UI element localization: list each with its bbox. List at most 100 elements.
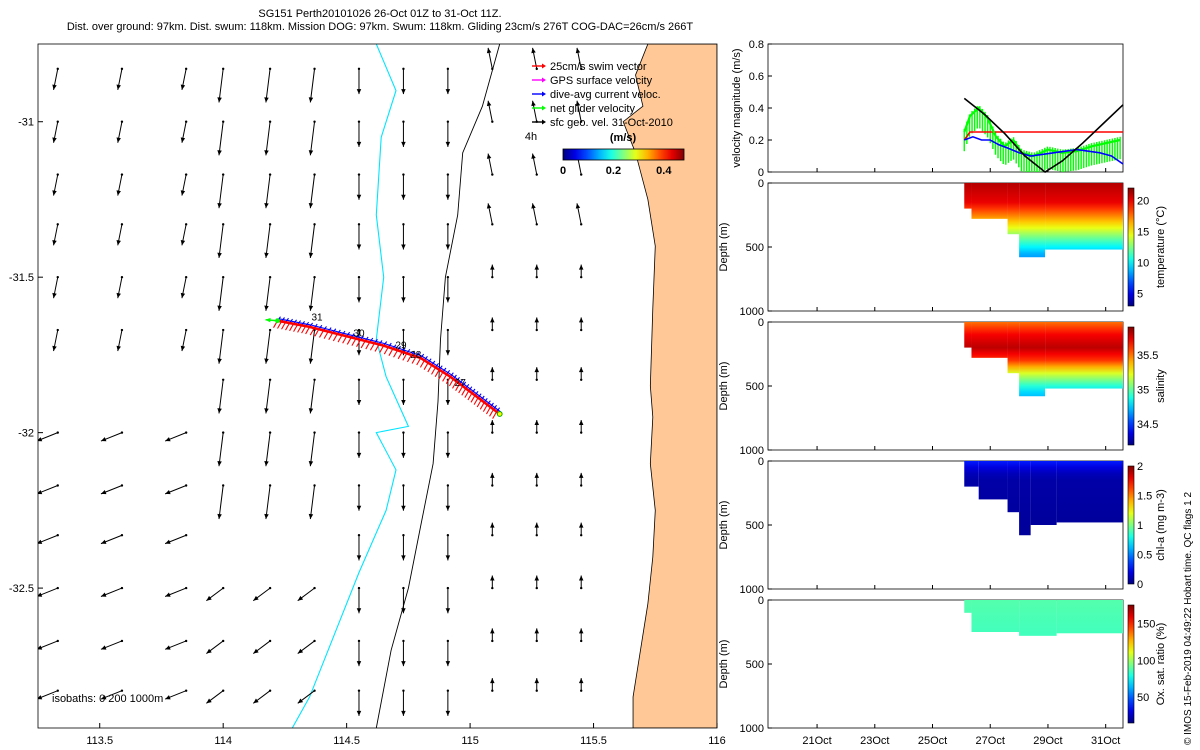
current-arrow-head <box>217 97 222 103</box>
current-arrow-origin <box>313 378 316 381</box>
current-arrow-head <box>445 661 451 667</box>
colorbar-title: (m/s) <box>610 132 637 144</box>
swim-vector <box>464 390 470 398</box>
current-arrow-head <box>401 244 406 250</box>
current-arrow-head <box>356 452 362 458</box>
map-frame <box>37 43 718 729</box>
current-arrow-head <box>445 608 451 614</box>
isobath-200m <box>375 44 501 728</box>
current-arrow-head <box>356 350 362 356</box>
current-arrow-head <box>356 661 362 667</box>
current-arrow-head <box>578 264 584 270</box>
current-arrow <box>218 379 224 414</box>
swim-vector <box>458 385 464 394</box>
swim-vector <box>479 402 485 410</box>
current-arrow-head <box>180 190 186 196</box>
swim-vector <box>419 360 425 368</box>
current-arrow-head <box>180 345 186 352</box>
current-arrow-head <box>52 190 57 196</box>
current-arrow <box>218 224 224 258</box>
current-arrow-head <box>217 305 222 311</box>
current-arrow <box>265 121 271 156</box>
current-arrow <box>265 379 271 414</box>
current-arrow-head <box>165 489 171 495</box>
map-x-tick-label: 113.5 <box>86 735 113 747</box>
current-arrow-head <box>308 150 314 156</box>
current-arrow-origin <box>221 378 225 381</box>
legend-label: 25cm/s swim vector <box>550 61 647 73</box>
current-arrow-head <box>445 710 451 716</box>
current-arrow-head <box>264 460 269 467</box>
current-arrow-head <box>116 137 121 143</box>
current-arrow-head <box>38 539 43 544</box>
current-arrow-head <box>445 89 451 95</box>
current-arrow-head <box>356 194 362 200</box>
current-arrow <box>309 379 316 414</box>
current-arrow-head <box>165 539 171 544</box>
current-arrow <box>218 68 224 103</box>
current-arrow-head <box>534 522 540 528</box>
current-arrow <box>265 68 271 103</box>
current-arrow-head <box>308 97 314 103</box>
current-arrow-head <box>575 203 581 209</box>
current-arrow-head <box>100 695 107 700</box>
current-arrow-head <box>578 678 584 684</box>
current-arrow-head <box>116 292 121 299</box>
current-arrow-head <box>575 100 581 107</box>
current-arrow-head <box>264 97 269 103</box>
current-arrow-head <box>356 89 362 95</box>
velocity-colorbar <box>562 148 685 161</box>
current-arrow <box>309 121 316 156</box>
current-arrow-head <box>100 592 107 597</box>
current-arrow-head <box>486 203 492 209</box>
glider-track-swim <box>277 319 501 416</box>
current-arrow-head <box>490 678 495 684</box>
map-y-tick-label: -31.5 <box>9 272 34 284</box>
current-arrow-head <box>38 489 43 495</box>
current-arrow-head <box>217 358 222 364</box>
swim-vector <box>416 357 422 366</box>
current-arrow-head <box>264 408 269 414</box>
swim-vector <box>470 395 476 403</box>
current-arrow-head <box>578 367 584 373</box>
current-arrow-head <box>100 645 107 650</box>
current-arrow-head <box>490 628 495 634</box>
swim-vector <box>423 362 429 370</box>
current-arrow <box>309 174 316 209</box>
current-arrow-head <box>264 358 269 364</box>
current-arrow-head <box>356 399 362 405</box>
current-arrow <box>218 432 224 467</box>
current-arrow-head <box>534 367 540 373</box>
map-y-tick-label: -31 <box>18 117 34 129</box>
current-arrow-head <box>264 252 269 258</box>
current-arrow-head <box>534 317 540 323</box>
current-arrow-head <box>297 698 304 704</box>
current-arrow-head <box>445 505 451 511</box>
current-arrow-head <box>100 437 107 442</box>
current-arrow-head <box>490 317 495 323</box>
current-arrow <box>218 485 224 520</box>
current-arrow-head <box>264 150 269 156</box>
swim-vector <box>467 392 473 401</box>
current-arrow-head <box>52 345 57 352</box>
current-arrow-head <box>100 489 107 495</box>
current-arrow-head <box>308 513 314 520</box>
current-arrow-head <box>38 695 43 700</box>
current-arrow-head <box>206 648 212 654</box>
current-arrow-head <box>180 84 186 90</box>
current-arrow <box>265 174 271 209</box>
track-end-marker <box>496 411 503 417</box>
current-arrow-head <box>52 292 57 299</box>
swim-vector <box>473 397 479 405</box>
colorbar-tick-label: 0.4 <box>656 165 672 177</box>
current-arrow <box>309 329 316 364</box>
swim-vector <box>438 371 444 380</box>
map-x-tick-label: 115.5 <box>580 735 607 747</box>
current-arrow-head <box>534 575 540 581</box>
swim-vector <box>489 409 495 417</box>
current-arrow-head <box>308 305 314 311</box>
current-arrow-head <box>180 137 186 143</box>
current-arrow-head <box>308 252 314 258</box>
current-arrow-head <box>308 202 314 209</box>
